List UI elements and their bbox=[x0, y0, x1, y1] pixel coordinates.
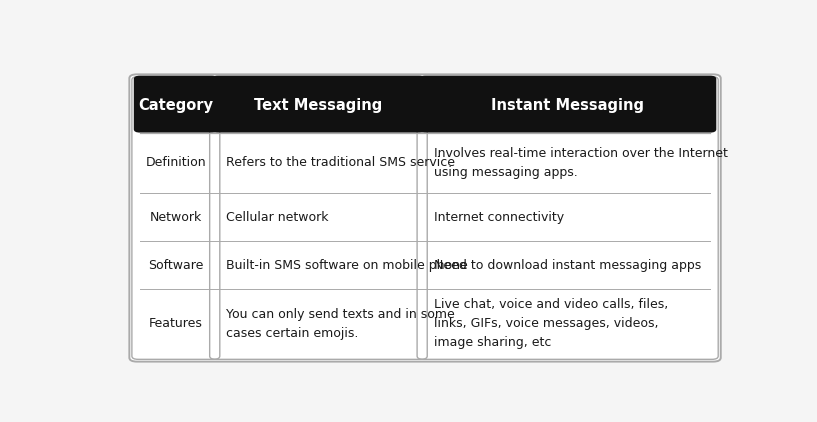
FancyBboxPatch shape bbox=[419, 76, 717, 133]
FancyBboxPatch shape bbox=[212, 76, 426, 133]
Text: Category: Category bbox=[138, 98, 213, 113]
Text: You can only send texts and in some
cases certain emojis.: You can only send texts and in some case… bbox=[226, 308, 455, 340]
Text: Definition: Definition bbox=[145, 157, 206, 169]
Text: Network: Network bbox=[150, 211, 202, 224]
Text: Need to download instant messaging apps: Need to download instant messaging apps bbox=[434, 259, 701, 272]
Text: Involves real-time interaction over the Internet
using messaging apps.: Involves real-time interaction over the … bbox=[434, 147, 727, 179]
Text: Cellular network: Cellular network bbox=[226, 211, 328, 224]
Text: Instant Messaging: Instant Messaging bbox=[491, 98, 644, 113]
FancyBboxPatch shape bbox=[134, 76, 218, 133]
FancyBboxPatch shape bbox=[129, 74, 721, 362]
Text: Internet connectivity: Internet connectivity bbox=[434, 211, 564, 224]
Text: Live chat, voice and video calls, files,
links, GIFs, voice messages, videos,
im: Live chat, voice and video calls, files,… bbox=[434, 298, 667, 349]
Text: Software: Software bbox=[148, 259, 203, 272]
Text: Text Messaging: Text Messaging bbox=[254, 98, 382, 113]
Text: Features: Features bbox=[149, 317, 203, 330]
Text: Built-in SMS software on mobile phone: Built-in SMS software on mobile phone bbox=[226, 259, 468, 272]
Text: Refers to the traditional SMS service: Refers to the traditional SMS service bbox=[226, 157, 455, 169]
